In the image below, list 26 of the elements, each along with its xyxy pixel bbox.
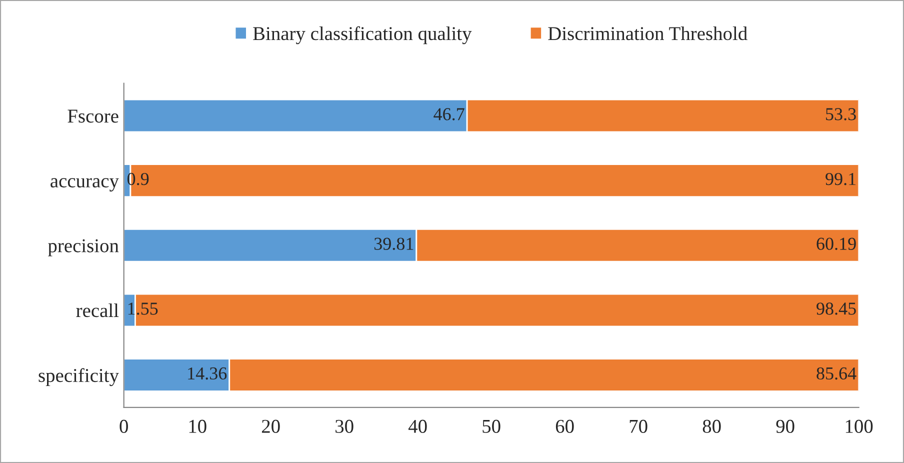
x-tick-label: 100 [846, 420, 873, 433]
legend-label: Binary classification quality [253, 26, 472, 44]
y-tick-label: Fscore [68, 110, 118, 123]
data-label: 85.64 [816, 367, 856, 380]
data-label: 98.45 [816, 302, 856, 315]
x-tick-label: 80 [702, 420, 721, 433]
x-tick-label: 30 [336, 420, 354, 433]
data-label: 14.36 [188, 367, 227, 380]
data-label: 53.3 [826, 108, 856, 120]
x-tick-label: 90 [776, 420, 794, 433]
x-tick-label: 70 [630, 420, 648, 433]
y-tick-label: recall [76, 303, 119, 318]
data-label: 39.81 [374, 238, 414, 250]
data-label: 99.1 [826, 172, 856, 186]
data-label: 60.19 [816, 238, 856, 250]
x-tick-label: 40 [408, 420, 427, 433]
y-tick-label: accuracy [50, 178, 119, 192]
legend-label: Discrimination Threshold [548, 26, 748, 40]
x-tick-label: 20 [262, 420, 280, 433]
data-label: 46.7 [434, 108, 464, 120]
y-tick-label: specificity [38, 368, 119, 386]
x-tick-label: 0 [120, 420, 128, 433]
x-tick-label: 10 [189, 420, 206, 433]
x-tick-label: 50 [482, 420, 500, 433]
y-tick-label: precision [48, 239, 119, 256]
x-tick-label: 60 [556, 420, 574, 433]
